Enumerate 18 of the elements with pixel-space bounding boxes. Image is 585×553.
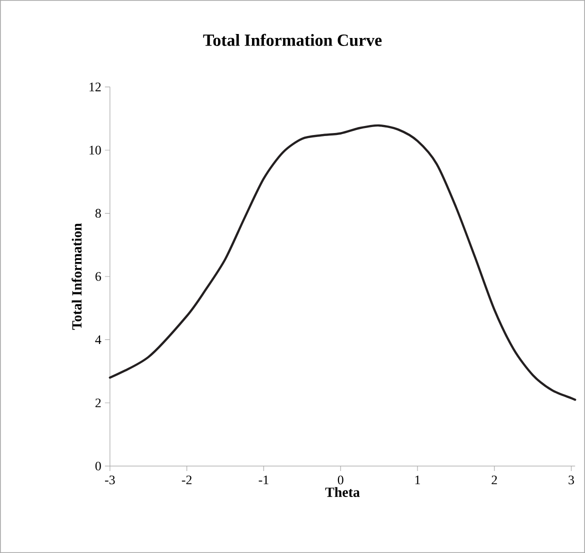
x-tick-label: 2 (492, 476, 497, 484)
y-tick-label: 0 (95, 462, 101, 470)
y-tick-label: 2 (96, 398, 101, 408)
y-tick-label: 8 (95, 208, 101, 218)
y-axis-title: Total Information (72, 223, 82, 330)
x-tick-label: 0 (338, 476, 344, 484)
line-series (108, 124, 576, 401)
x-axis-title: Theta (325, 487, 360, 497)
y-tick-label: 10 (90, 146, 101, 154)
x-tick-label: -2 (182, 476, 192, 484)
x-tick-label: -1 (258, 476, 268, 484)
y-tick-label: 12 (90, 82, 101, 92)
y-tick-label: 4 (95, 335, 102, 344)
chart-title: Total Information Curve (203, 34, 382, 46)
x-tick-label: 1 (415, 476, 420, 484)
x-tick-label: 3 (568, 476, 574, 484)
x-tick-label: -3 (105, 476, 115, 484)
y-tick-label: 6 (96, 272, 102, 281)
